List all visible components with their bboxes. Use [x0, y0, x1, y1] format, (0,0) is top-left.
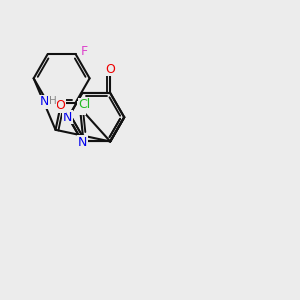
Text: S: S — [77, 101, 86, 114]
Text: O: O — [105, 63, 115, 76]
Text: N: N — [78, 136, 87, 149]
Text: Cl: Cl — [78, 98, 91, 111]
Text: N: N — [40, 95, 49, 108]
Text: O: O — [56, 99, 65, 112]
Text: H: H — [49, 96, 57, 106]
Text: N: N — [63, 111, 72, 124]
Text: F: F — [81, 45, 88, 58]
